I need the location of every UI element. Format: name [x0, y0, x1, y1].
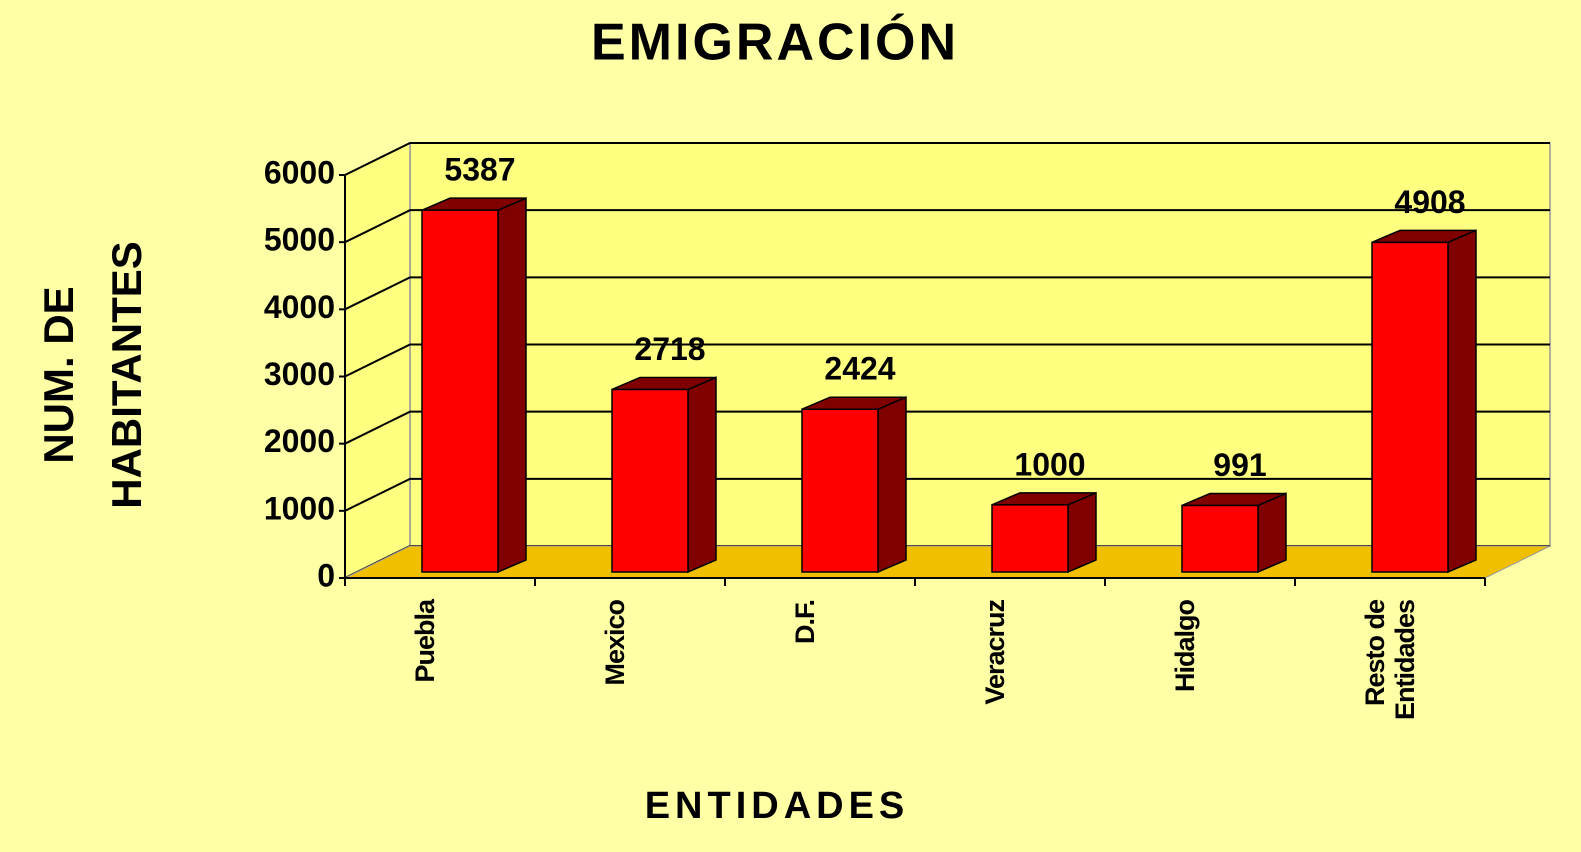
value-label: 2718 — [634, 331, 705, 367]
x-tick-label: Veracruz — [980, 600, 1010, 705]
value-label: 5387 — [444, 152, 515, 188]
grid-line — [344, 477, 1550, 512]
y-tick-label: 1000 — [264, 490, 335, 526]
x-tick-label: D.F. — [790, 600, 820, 645]
y-axis-title: HABITANTES — [103, 241, 150, 509]
bar-side — [877, 396, 907, 574]
y-tick-label: 3000 — [264, 356, 335, 392]
grid-line — [344, 276, 1550, 311]
bar-front — [611, 388, 689, 573]
bar-front — [1371, 241, 1449, 573]
y-tick-label: 4000 — [264, 289, 335, 325]
y-tick-label: 6000 — [264, 154, 335, 190]
value-label: 1000 — [1014, 446, 1085, 482]
bar — [1371, 229, 1477, 574]
bar-front — [1181, 504, 1259, 573]
y-axis-title: NUM. DE — [35, 286, 82, 463]
x-tick-label: Hidalgo — [1170, 600, 1200, 692]
grid-line — [344, 142, 1550, 176]
y-tick-label: 0 — [317, 557, 335, 593]
value-label: 991 — [1213, 447, 1266, 483]
y-tick-label: 5000 — [264, 222, 335, 258]
bar-front — [991, 504, 1069, 573]
bar-side — [1067, 491, 1097, 574]
grid-line — [344, 209, 1550, 244]
bar-side — [1447, 229, 1477, 574]
bar-side — [1257, 492, 1287, 574]
grid-line — [344, 343, 1550, 378]
y-tick-label: 2000 — [264, 423, 335, 459]
bar-front — [421, 209, 499, 573]
bar-side — [687, 376, 717, 574]
chart-title: EMIGRACIÓN — [591, 14, 959, 72]
x-tick-label: Puebla — [410, 600, 440, 683]
grid-line — [344, 410, 1550, 445]
value-label: 2424 — [824, 351, 895, 387]
x-tick-label: Mexico — [600, 600, 630, 686]
bar-front — [801, 408, 879, 573]
bar — [991, 491, 1097, 574]
value-label: 4908 — [1394, 184, 1465, 220]
bar — [1181, 492, 1287, 574]
bar — [611, 376, 717, 574]
x-axis-title: ENTIDADES — [645, 785, 910, 827]
x-tick-label: Resto de Entidades — [1360, 600, 1420, 721]
bar — [421, 197, 527, 574]
bar — [801, 396, 907, 574]
bar-side — [497, 197, 527, 574]
